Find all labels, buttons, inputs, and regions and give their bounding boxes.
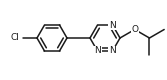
Text: N: N (94, 46, 101, 56)
Text: O: O (131, 25, 138, 34)
Text: N: N (109, 20, 116, 30)
Text: Cl: Cl (11, 34, 20, 42)
Text: N: N (109, 46, 116, 56)
